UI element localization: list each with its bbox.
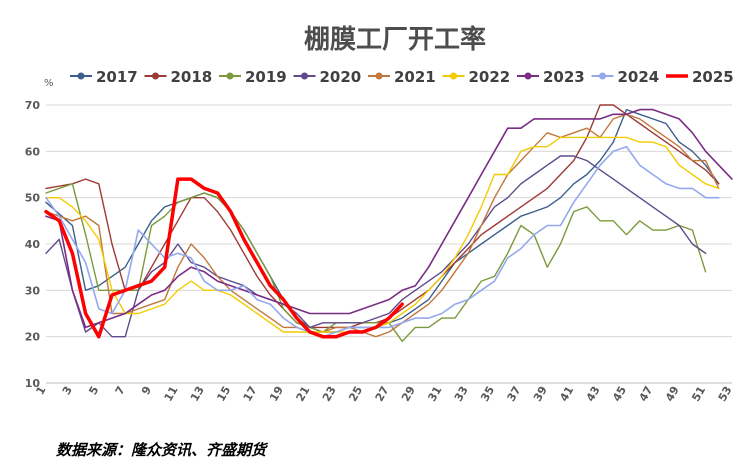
legend-label-2024: 2024 bbox=[618, 68, 660, 86]
x-tick-label-33: 33 bbox=[452, 384, 471, 404]
series-line-2024 bbox=[45, 145, 720, 338]
x-tick-label-5: 5 bbox=[86, 384, 101, 397]
y-tick-label-60: 60 bbox=[25, 145, 41, 158]
legend-marker-2021 bbox=[375, 72, 383, 80]
x-axis-ticks: 1 3 5 7 9 11 13 15 17 19 21 23 25 27 29 31 33 35 37 39 41 43 4… bbox=[34, 384, 735, 404]
source-note: 数据来源：隆众资讯、齐盛期货 bbox=[56, 441, 269, 459]
legend-marker-2022 bbox=[450, 72, 457, 80]
x-tick-label-19: 19 bbox=[267, 384, 286, 404]
gridlines bbox=[46, 104, 732, 384]
x-tick-label-39: 39 bbox=[531, 384, 550, 404]
chart-title: 棚膜工厂开工率 bbox=[304, 24, 486, 55]
x-tick-label-41: 41 bbox=[557, 384, 576, 404]
legend-label-2018: 2018 bbox=[171, 68, 213, 86]
y-tick-label-10: 10 bbox=[25, 377, 41, 390]
series-line-2021 bbox=[45, 113, 720, 338]
legend-label-2019: 2019 bbox=[245, 68, 287, 86]
x-tick-label-15: 15 bbox=[214, 384, 233, 404]
x-tick-label-23: 23 bbox=[320, 384, 339, 404]
legend-label-2020: 2020 bbox=[320, 68, 362, 86]
y-axis-unit: % bbox=[44, 78, 54, 89]
legend-marker-2018 bbox=[152, 72, 159, 80]
y-tick-label-20: 20 bbox=[25, 331, 41, 344]
x-tick-label-27: 27 bbox=[373, 384, 392, 404]
legend-marker-2017 bbox=[77, 72, 85, 80]
x-tick-label-17: 17 bbox=[241, 384, 260, 404]
x-tick-label-7: 7 bbox=[113, 384, 128, 397]
legend: 2017 2018 2019 2020 2021 2022 2023 2024 2025 bbox=[70, 68, 734, 86]
legend-marker-2020 bbox=[301, 72, 308, 80]
x-tick-label-45: 45 bbox=[610, 384, 629, 404]
x-tick-label-35: 35 bbox=[478, 384, 497, 404]
legend-marker-2024 bbox=[599, 72, 606, 80]
legend-label-2021: 2021 bbox=[394, 68, 436, 86]
x-tick-label-31: 31 bbox=[425, 384, 444, 404]
series-line-2023 bbox=[45, 108, 733, 329]
x-tick-label-11: 11 bbox=[162, 384, 181, 404]
y-tick-label-30: 30 bbox=[25, 284, 41, 297]
y-tick-label-50: 50 bbox=[25, 192, 41, 205]
x-tick-label-53: 53 bbox=[716, 384, 735, 404]
y-tick-label-40: 40 bbox=[25, 238, 41, 251]
y-axis-ticks: 10 20 30 40 50 60 70 bbox=[25, 99, 41, 390]
y-tick-label-70: 70 bbox=[25, 99, 41, 112]
legend-label-2025: 2025 bbox=[692, 68, 734, 86]
x-tick-label-9: 9 bbox=[139, 384, 154, 397]
legend-label-2022: 2022 bbox=[469, 68, 511, 86]
legend-label-2017: 2017 bbox=[96, 68, 138, 86]
legend-marker-2023 bbox=[524, 72, 532, 80]
series-line-2022 bbox=[45, 136, 720, 333]
series-line-2020 bbox=[45, 155, 707, 338]
series-lines bbox=[44, 104, 733, 342]
x-tick-label-51: 51 bbox=[689, 384, 708, 404]
x-tick-label-25: 25 bbox=[346, 384, 365, 404]
series-line-2018 bbox=[45, 104, 720, 329]
x-tick-label-43: 43 bbox=[584, 384, 603, 404]
x-tick-label-3: 3 bbox=[60, 384, 75, 397]
x-tick-label-29: 29 bbox=[399, 384, 418, 404]
x-tick-label-21: 21 bbox=[294, 384, 313, 404]
x-tick-label-1: 1 bbox=[34, 384, 49, 397]
x-tick-label-13: 13 bbox=[188, 384, 207, 404]
x-tick-label-47: 47 bbox=[637, 384, 656, 404]
series-line-2025 bbox=[44, 177, 404, 339]
x-tick-label-37: 37 bbox=[505, 384, 524, 404]
legend-label-2023: 2023 bbox=[543, 68, 585, 86]
legend-marker-2019 bbox=[226, 72, 234, 80]
x-tick-label-49: 49 bbox=[663, 384, 682, 404]
